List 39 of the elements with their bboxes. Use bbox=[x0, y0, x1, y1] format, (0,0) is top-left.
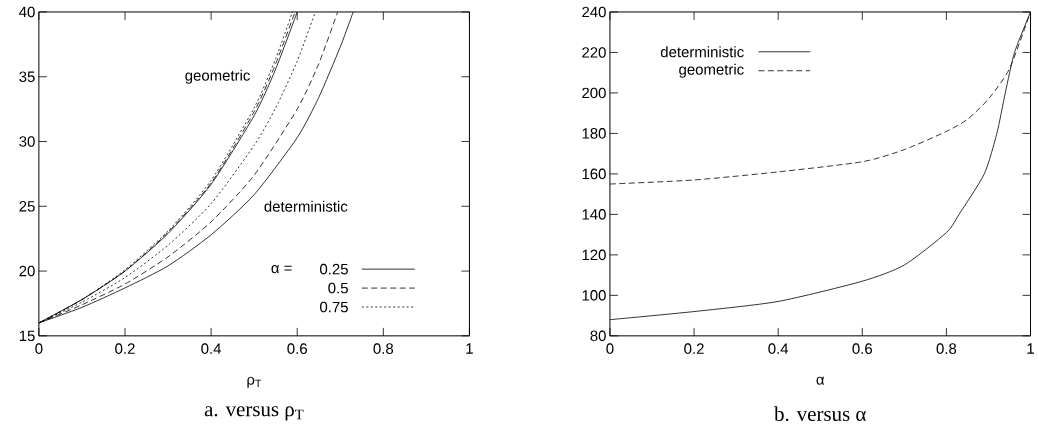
y-tick-label: 100 bbox=[582, 290, 606, 301]
y-tick-label: 140 bbox=[582, 209, 606, 220]
y-tick-label: 200 bbox=[582, 87, 606, 99]
y-tick-label: 40 bbox=[19, 6, 35, 18]
x-tick-label: 0.2 bbox=[115, 343, 135, 355]
y-tick-label: 180 bbox=[582, 128, 606, 139]
legend-label: geometric bbox=[679, 64, 744, 78]
y-tick-label: 35 bbox=[19, 71, 35, 83]
legend-label: 0.25 bbox=[320, 264, 348, 275]
x-axis-title: α bbox=[816, 376, 825, 386]
x-tick-label: 0.6 bbox=[287, 343, 307, 355]
y-tick-label: 25 bbox=[19, 201, 35, 212]
legend-title: α = bbox=[271, 265, 292, 274]
y-tick-label: 20 bbox=[19, 266, 35, 277]
x-axis-title: ρ$_{T}$ bbox=[247, 376, 262, 389]
annotation: deterministic bbox=[264, 201, 348, 213]
x-tick-label: 0.6 bbox=[852, 343, 873, 355]
y-tick-label: 160 bbox=[582, 168, 606, 180]
y-tick-label: 80 bbox=[590, 330, 606, 342]
legend-label: 0.5 bbox=[328, 283, 348, 294]
y-tick-label: 120 bbox=[582, 249, 606, 261]
x-tick-label: 1 bbox=[466, 343, 473, 354]
text: a. versus ρ$_{T}$ bbox=[204, 406, 304, 421]
y-tick-label: 15 bbox=[19, 330, 35, 342]
annotation: geometric bbox=[185, 70, 250, 84]
x-tick-label: 0.8 bbox=[373, 343, 394, 355]
legend-label: deterministic bbox=[660, 46, 744, 58]
legend-label: 0.75 bbox=[320, 301, 348, 313]
text: b. versus α bbox=[774, 406, 866, 422]
x-tick-label: 1 bbox=[1027, 343, 1034, 354]
x-tick-label: 0.8 bbox=[936, 343, 957, 355]
y-tick-label: 220 bbox=[582, 47, 606, 58]
y-tick-label: 30 bbox=[19, 136, 35, 148]
x-tick-label: 0 bbox=[35, 343, 43, 355]
x-tick-label: 0.2 bbox=[684, 343, 704, 355]
x-tick-label: 0.4 bbox=[201, 343, 222, 355]
y-tick-label: 240 bbox=[582, 6, 606, 18]
x-tick-label: 0.4 bbox=[768, 343, 789, 355]
x-tick-label: 0 bbox=[606, 343, 614, 355]
